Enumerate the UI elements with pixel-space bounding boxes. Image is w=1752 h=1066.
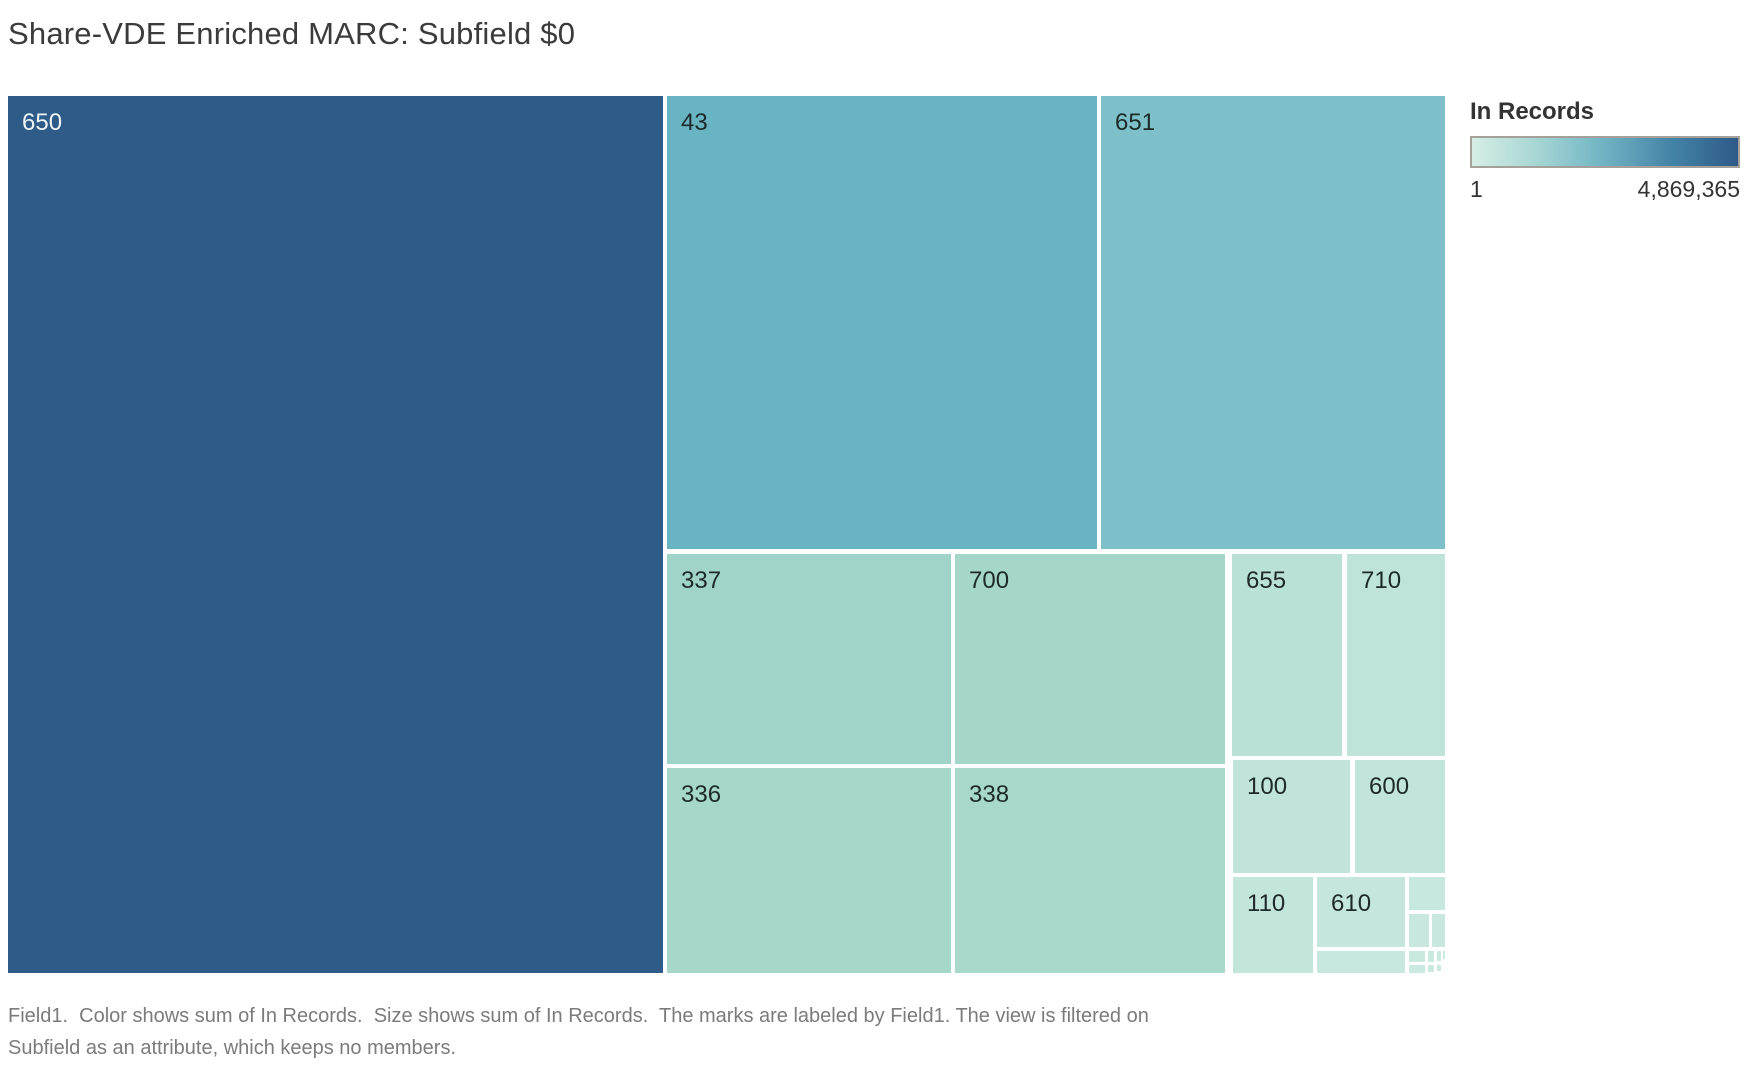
legend-min-label: 1 xyxy=(1470,176,1483,202)
treemap-block-unlabeled[interactable] xyxy=(1437,965,1441,971)
legend-labels: 1 4,869,365 xyxy=(1470,176,1740,203)
treemap-block-label: 710 xyxy=(1361,567,1402,594)
caption: Field1. Color shows sum of In Records. S… xyxy=(8,1000,1438,1064)
treemap-block-unlabeled[interactable] xyxy=(1437,951,1441,961)
treemap-block-label: 655 xyxy=(1246,567,1287,594)
treemap-block-336[interactable]: 336 xyxy=(667,768,951,973)
legend-title: In Records xyxy=(1470,98,1595,125)
treemap-block-651[interactable]: 651 xyxy=(1101,96,1445,549)
treemap-block-label: 650 xyxy=(22,109,63,136)
page-title: Share-VDE Enriched MARC: Subfield $0 xyxy=(8,16,576,51)
treemap-block-610[interactable]: 610 xyxy=(1317,877,1405,947)
treemap-block-100[interactable]: 100 xyxy=(1233,760,1350,873)
treemap-block-unlabeled[interactable] xyxy=(1409,914,1429,947)
treemap-block-600[interactable]: 600 xyxy=(1355,760,1445,873)
treemap-block-label: 651 xyxy=(1115,109,1156,136)
treemap-block-43[interactable]: 43 xyxy=(667,96,1097,549)
treemap-block-unlabeled[interactable] xyxy=(1428,951,1434,962)
treemap-block-unlabeled[interactable] xyxy=(1409,965,1425,973)
treemap-block-label: 110 xyxy=(1247,890,1286,917)
treemap-block-655[interactable]: 655 xyxy=(1232,554,1342,756)
treemap-block-label: 600 xyxy=(1369,773,1410,800)
treemap-block-700[interactable]: 700 xyxy=(955,554,1225,764)
treemap-block-unlabeled[interactable] xyxy=(1432,914,1445,947)
treemap-block-unlabeled[interactable] xyxy=(1409,877,1445,910)
treemap-block-710[interactable]: 710 xyxy=(1347,554,1445,756)
legend: In Records 1 4,869,365 xyxy=(1470,98,1742,203)
treemap-block-338[interactable]: 338 xyxy=(955,768,1225,973)
caption-line-1: Field1. Color shows sum of In Records. S… xyxy=(8,1005,1149,1027)
treemap-block-unlabeled[interactable] xyxy=(1317,951,1405,973)
treemap-block-label: 610 xyxy=(1331,890,1372,917)
treemap-block-337[interactable]: 337 xyxy=(667,554,951,764)
treemap-block-unlabeled[interactable] xyxy=(1428,965,1434,972)
treemap-block-110[interactable]: 110 xyxy=(1233,877,1313,973)
treemap-block-label: 700 xyxy=(969,567,1010,594)
treemap-block-label: 337 xyxy=(681,567,722,594)
treemap-block-label: 338 xyxy=(969,781,1010,808)
caption-line-2: Subfield as an attribute, which keeps no… xyxy=(8,1037,457,1059)
treemap-block-unlabeled[interactable] xyxy=(1409,951,1425,962)
treemap-block-650[interactable]: 650 xyxy=(8,96,663,973)
legend-max-label: 4,869,365 xyxy=(1637,176,1740,202)
legend-gradient-bar xyxy=(1470,136,1740,168)
treemap: 650 43 651 337 700 655 710 336 338 100 600 110 610 xyxy=(8,96,1445,973)
treemap-block-label: 336 xyxy=(681,781,722,808)
treemap-block-unlabeled[interactable] xyxy=(1443,951,1445,959)
treemap-block-label: 43 xyxy=(681,109,708,136)
treemap-block-label: 100 xyxy=(1247,773,1288,800)
